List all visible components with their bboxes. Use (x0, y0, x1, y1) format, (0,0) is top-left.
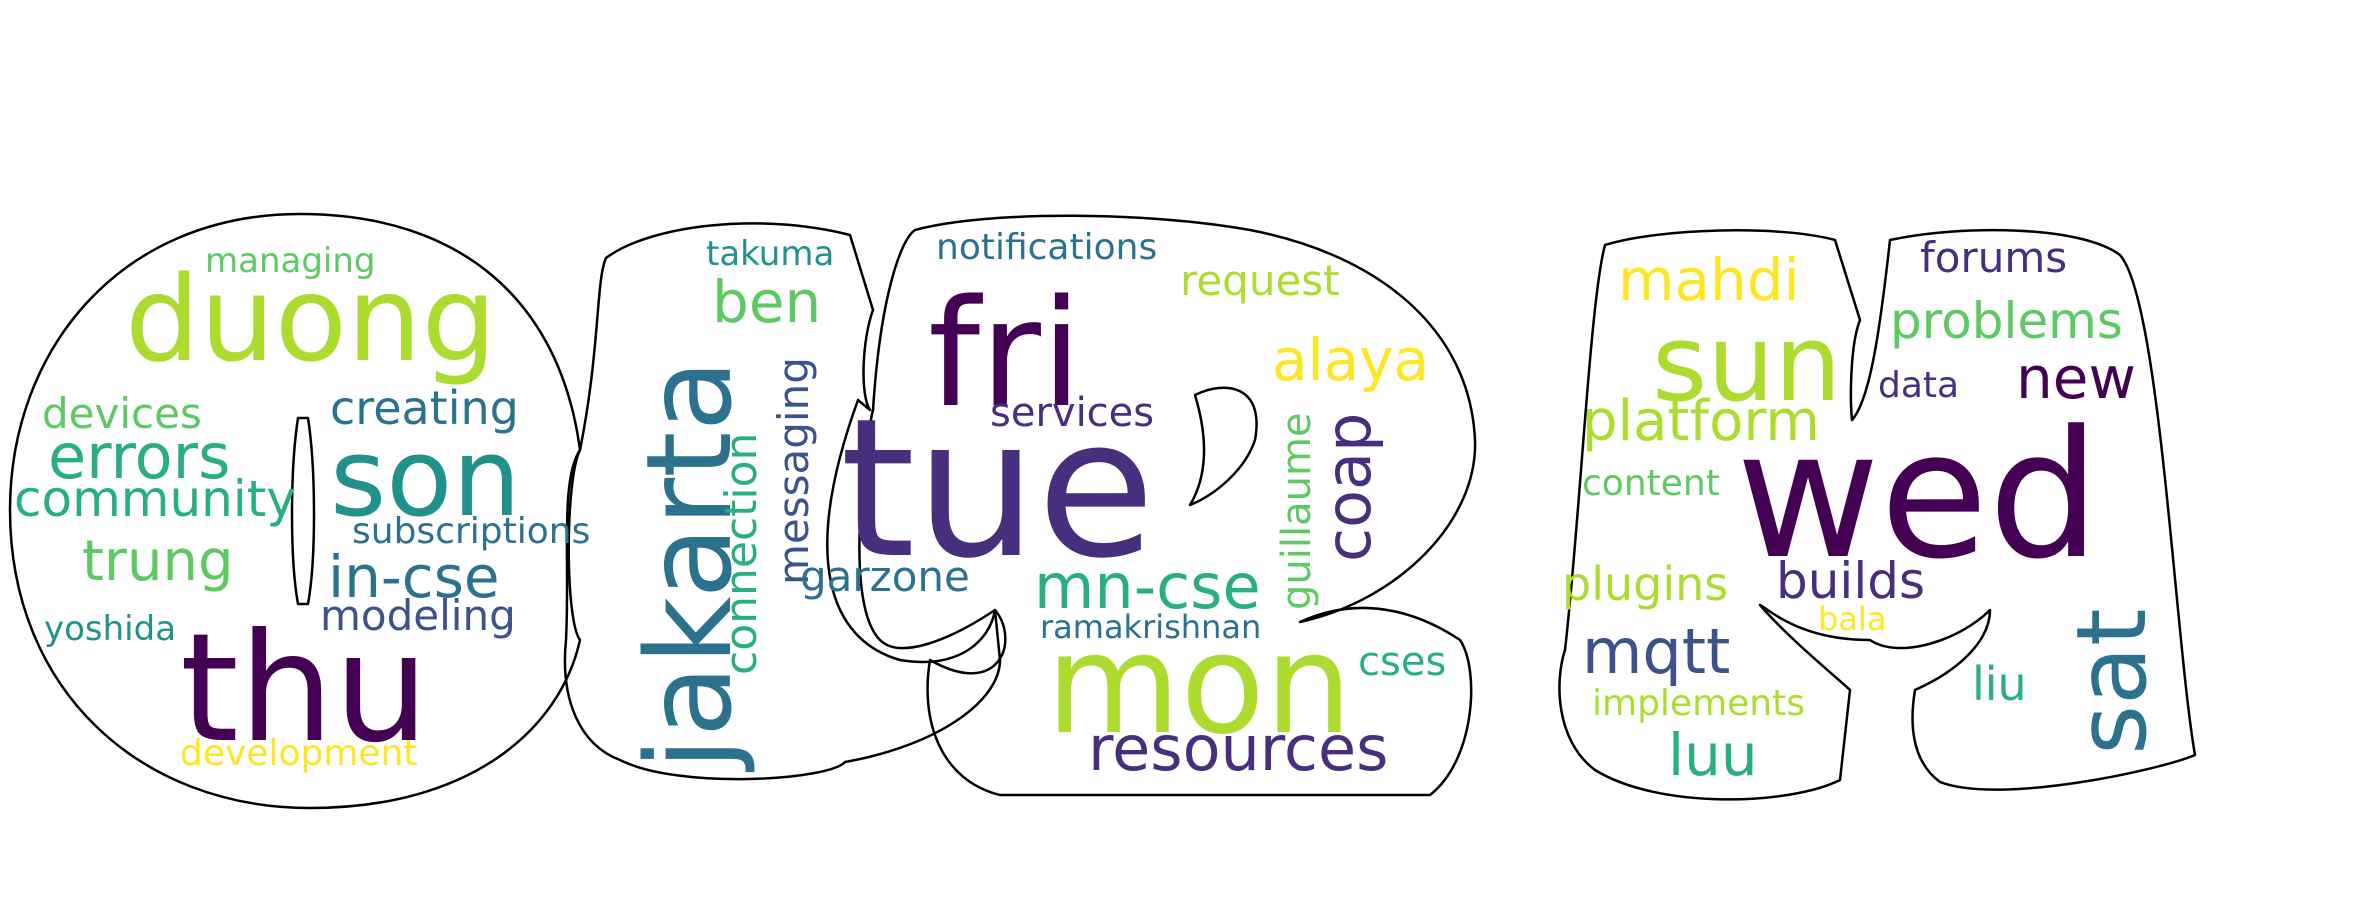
word-coap: coap (1312, 413, 1385, 562)
word-mahdi: mahdi (1618, 246, 1800, 314)
word-guillaume: guillaume (1274, 412, 1320, 610)
word-takuma: takuma (706, 234, 834, 274)
word-in-cse: in-cse (328, 543, 500, 611)
word-ramakrishnan: ramakrishnan (1040, 608, 1261, 646)
word-community: community (14, 470, 296, 528)
word-mn-cse: mn-cse (1034, 550, 1261, 623)
word-jakarta: jakarta (620, 359, 758, 773)
word-messaging: messaging (769, 357, 818, 585)
word-fri: fri (928, 268, 1082, 440)
word-sat: sat (2056, 609, 2168, 755)
letter-outlines (8, 212, 2197, 810)
letter-o-inner-outline (290, 416, 316, 606)
word-bala: bala (1818, 600, 1886, 638)
letter-m-outline (1558, 228, 2197, 801)
word-trung: trung (82, 529, 234, 594)
word-managing: managing (205, 241, 376, 281)
word-new: new (2016, 344, 2136, 412)
word-notifications: notifications (936, 227, 1157, 268)
word-content: content (1582, 463, 1720, 504)
word-mon: mon (1046, 604, 1352, 765)
word-development: development (180, 733, 417, 774)
word-garzone: garzone (800, 552, 970, 601)
word-errors: errors (48, 420, 230, 493)
word-luu: luu (1668, 721, 1758, 789)
letter-e-outline (858, 214, 1477, 797)
letter-e-comma-outline (1188, 386, 1258, 507)
word-request: request (1180, 256, 1340, 305)
word-subscriptions: subscriptions (352, 511, 590, 552)
letter-o-outline (8, 212, 582, 810)
word-creating: creating (330, 381, 519, 435)
word-duong: duong (125, 250, 497, 388)
word-implements: implements (1592, 683, 1805, 724)
word-forums: forums (1920, 233, 2067, 282)
word-platform: platform (1582, 389, 1820, 454)
word-data: data (1878, 365, 1959, 406)
word-son: son (330, 416, 521, 541)
word-thu: thu (180, 602, 429, 776)
word-alaya: alaya (1272, 326, 1429, 394)
word-services: services (990, 390, 1154, 436)
word-liu: liu (1972, 657, 2027, 711)
word-ben: ben (712, 268, 821, 336)
word-resources: resources (1088, 712, 1388, 785)
word-plugins: plugins (1562, 557, 1728, 611)
word-problems: problems (1890, 292, 2123, 350)
word-devices: devices (42, 389, 202, 438)
word-wed: wed (1736, 393, 2100, 598)
letter-n-outline (563, 222, 1002, 781)
word-yoshida: yoshida (44, 609, 176, 649)
word-cses: cses (1358, 639, 1446, 685)
word-sun: sun (1652, 302, 1842, 425)
word-connection: connection (716, 433, 767, 675)
word-builds: builds (1776, 552, 1925, 610)
word-tue: tue (840, 378, 1155, 601)
word-modeling: modeling (320, 591, 516, 640)
word-mqtt: mqtt (1582, 615, 1730, 688)
